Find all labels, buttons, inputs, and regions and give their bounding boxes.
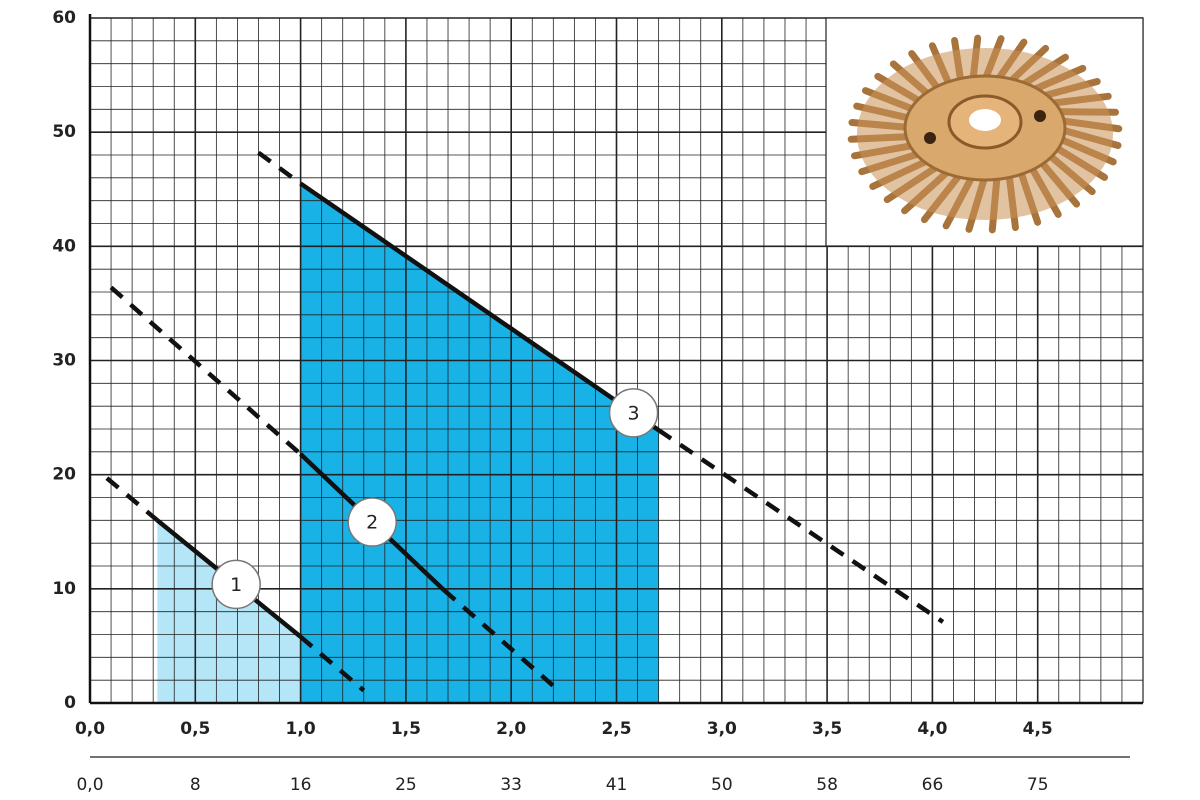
y-tick-label: 60: [52, 8, 76, 28]
curves: 1 2 3: [105, 150, 945, 693]
curve-dashed: [109, 285, 303, 456]
y-tick-label: 40: [52, 236, 76, 256]
y-tick-label: 10: [52, 579, 76, 599]
x-tick-label: 1,5: [391, 719, 421, 739]
x-tick-label: 3,5: [812, 719, 842, 739]
curve-dashed: [299, 635, 366, 693]
x-tick-label: 0,0: [75, 719, 105, 739]
legend-badge: [608, 388, 659, 438]
x2-tick-label: 33: [500, 775, 522, 795]
x2-tick-label: 8: [190, 775, 201, 795]
legend-label: 1: [230, 574, 242, 596]
legend-badge: [347, 497, 397, 547]
y-tick-label: 0: [64, 693, 76, 713]
curve-solid: [299, 181, 660, 432]
x-tick-label: 2,0: [496, 719, 526, 739]
x-tick-label: 0,5: [180, 719, 210, 739]
x2-tick-label: 50: [711, 775, 733, 795]
area: [300, 183, 659, 703]
y-tick-label: 50: [52, 122, 76, 142]
curve-dashed: [105, 476, 159, 523]
y-tick-label: 20: [52, 465, 76, 485]
labels: 0 10 20 30 40 50 60 0,0 0,5 1,0 1,5 2,0 2,5 3,0 3,5 4,0…: [52, 8, 1130, 795]
x2-tick-label: 58: [816, 775, 838, 795]
x2-tick-label: 25: [395, 775, 417, 795]
x-tick-label: 3,0: [707, 719, 737, 739]
x2-tick-label: 41: [606, 775, 628, 795]
legend-badge: [211, 559, 261, 610]
legend-label: 3: [628, 402, 640, 424]
x2-tick-label: 75: [1027, 775, 1049, 795]
x2-tick-label: 0,0: [76, 775, 103, 795]
x-tick-label: 4,5: [1023, 719, 1053, 739]
x2-tick-label: 16: [290, 775, 312, 795]
x2-tick-label: 66: [922, 775, 944, 795]
y-tick-label: 30: [52, 351, 76, 371]
fills: [157, 183, 659, 703]
x-tick-label: 4,0: [917, 719, 947, 739]
curve-dashed: [257, 150, 302, 186]
x-tick-label: 2,5: [601, 719, 631, 739]
impeller-hole: [1034, 110, 1046, 122]
legend-label: 2: [366, 512, 378, 534]
curve-dashed: [657, 428, 945, 624]
x-tick-label: 1,0: [286, 719, 316, 739]
impeller-image: [825, 17, 1144, 247]
impeller-bore: [969, 109, 1001, 131]
impeller-hole: [924, 132, 936, 144]
